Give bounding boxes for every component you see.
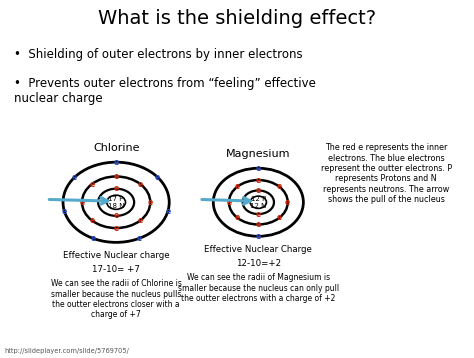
Text: e: e <box>276 213 282 222</box>
Text: e: e <box>255 186 261 195</box>
Text: e: e <box>235 213 240 222</box>
Text: e: e <box>137 216 143 225</box>
Text: e: e <box>113 158 119 167</box>
Text: http://slideplayer.com/slide/5769705/: http://slideplayer.com/slide/5769705/ <box>5 348 129 354</box>
Text: e: e <box>147 198 153 207</box>
Text: 12-10=+2: 12-10=+2 <box>236 259 281 268</box>
Text: e: e <box>255 175 261 185</box>
Text: •  Prevents outer electrons from “feeling” effective
nuclear charge: • Prevents outer electrons from “feeling… <box>14 77 316 105</box>
Text: We can see the radii of Chlorine is
smaller because the nucleus pulls
the outter: We can see the radii of Chlorine is smal… <box>51 279 182 319</box>
Text: We can see the radii of Magnesium is
smaller because the nucleus can only pull
t: We can see the radii of Magnesium is sma… <box>178 273 339 303</box>
Text: e: e <box>255 164 261 173</box>
Text: e: e <box>62 207 67 216</box>
Text: e: e <box>255 209 261 219</box>
Text: 12 P
12 N: 12 P 12 N <box>250 196 266 209</box>
Text: e: e <box>137 180 143 189</box>
Text: •  Shielding of outer electrons by inner electrons: • Shielding of outer electrons by inner … <box>14 48 303 61</box>
Text: Chlorine: Chlorine <box>93 143 139 153</box>
Text: e: e <box>255 220 261 229</box>
Text: Effective Nuclear Charge: Effective Nuclear Charge <box>204 245 312 254</box>
Text: What is the shielding effect?: What is the shielding effect? <box>98 9 376 28</box>
Text: e: e <box>235 182 240 191</box>
Text: e: e <box>113 172 119 181</box>
Text: e: e <box>113 223 119 233</box>
Text: e: e <box>91 234 96 243</box>
Text: e: e <box>72 173 77 182</box>
Text: e: e <box>165 207 171 216</box>
Text: e: e <box>113 184 119 193</box>
Text: e: e <box>79 198 85 207</box>
Text: 17-10= +7: 17-10= +7 <box>92 265 140 274</box>
Text: e: e <box>276 182 282 191</box>
Text: e: e <box>113 211 119 221</box>
Text: e: e <box>137 234 142 243</box>
Text: The red e represents the inner
electrons. The blue electrons
represent the outte: The red e represents the inner electrons… <box>321 143 452 204</box>
Text: Effective Nuclear charge: Effective Nuclear charge <box>63 251 169 260</box>
Text: Magnesium: Magnesium <box>226 149 291 159</box>
Text: 17 P
18 N: 17 P 18 N <box>108 196 124 209</box>
Text: e: e <box>226 198 232 207</box>
Text: e: e <box>285 198 291 207</box>
Text: e: e <box>255 232 261 241</box>
Text: e: e <box>90 216 95 225</box>
Text: e: e <box>155 173 160 182</box>
Text: e: e <box>90 180 95 189</box>
